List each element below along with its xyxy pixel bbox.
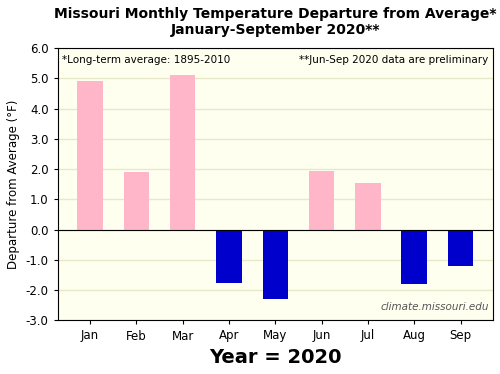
Bar xyxy=(170,75,196,230)
Text: *Long-term average: 1895-2010: *Long-term average: 1895-2010 xyxy=(62,55,230,65)
Bar xyxy=(309,171,334,230)
Text: **Jun-Sep 2020 data are preliminary: **Jun-Sep 2020 data are preliminary xyxy=(300,55,488,65)
Bar xyxy=(355,183,380,230)
Text: climate.missouri.edu: climate.missouri.edu xyxy=(380,302,488,312)
Bar xyxy=(78,81,103,230)
Bar xyxy=(124,172,149,230)
Bar xyxy=(216,230,242,283)
Bar xyxy=(262,230,288,299)
Bar xyxy=(402,230,427,284)
Bar xyxy=(448,230,473,266)
Title: Missouri Monthly Temperature Departure from Average*
January-September 2020**: Missouri Monthly Temperature Departure f… xyxy=(54,7,496,37)
Y-axis label: Departure from Average (°F): Departure from Average (°F) xyxy=(7,99,20,269)
X-axis label: Year = 2020: Year = 2020 xyxy=(209,348,342,367)
